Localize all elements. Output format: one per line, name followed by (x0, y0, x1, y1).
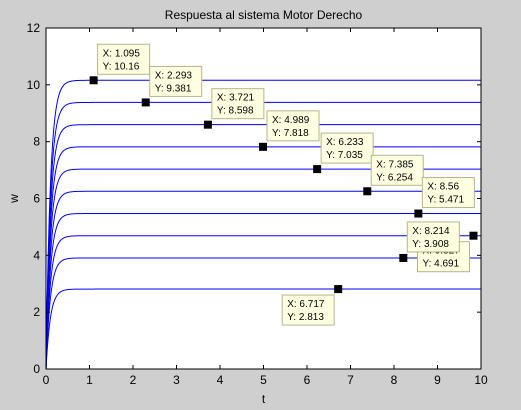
datatip[interactable]: X: 2.293 Y: 9.381 (141, 65, 203, 107)
series-line-7 (45, 213, 481, 370)
y-tick-label: 6 (33, 192, 40, 206)
datatip-marker[interactable] (203, 120, 212, 129)
y-axis-label: w (7, 194, 21, 204)
datatip-marker[interactable] (334, 285, 343, 294)
datatip-x-label: X: 8.214 (412, 226, 450, 237)
datatip-y-label: Y: 8.598 (217, 106, 254, 117)
datatip-box (211, 88, 265, 120)
datatip-y-label: Y: 7.818 (272, 128, 309, 139)
x-tick-label: 9 (434, 373, 441, 387)
datatip[interactable]: X: 7.385 Y: 6.254 (363, 154, 424, 196)
x-tick-label: 3 (173, 373, 180, 387)
datatip-x-label: X: 1.095 (103, 48, 141, 59)
datatip[interactable]: X: 8.214 Y: 3.908 (399, 221, 460, 262)
series-line-3 (45, 124, 481, 370)
y-tick-label: 10 (27, 78, 41, 92)
x-tick-label: 0 (43, 373, 50, 387)
datatip-x-label: X: 3.721 (217, 93, 255, 104)
chart-title: Respuesta al sistema Motor Derecho (165, 8, 363, 22)
datatip-marker[interactable] (259, 142, 268, 151)
y-tick-label: 4 (33, 248, 40, 262)
datatip[interactable]: X: 8.56 Y: 5.471 (414, 177, 475, 218)
axes-area[interactable] (46, 28, 481, 369)
datatip-marker[interactable] (363, 187, 372, 196)
datatip-marker[interactable] (141, 98, 150, 107)
datatip-box (266, 110, 320, 142)
datatip-marker[interactable] (414, 209, 423, 218)
datatip-box (97, 43, 151, 75)
series-line-6 (45, 190, 481, 370)
datatip-box (281, 294, 335, 326)
series-line-9 (45, 257, 481, 370)
y-tick-label: 12 (27, 21, 41, 35)
datatip-x-label: X: 4.989 (272, 115, 310, 126)
datatip[interactable]: X: 3.721 Y: 8.598 (203, 88, 265, 129)
datatip-x-label: X: 6.233 (326, 137, 364, 148)
datatip-marker[interactable] (89, 76, 98, 85)
datatip[interactable]: X: 4.989 Y: 7.818 (259, 110, 320, 151)
datatip-y-label: Y: 6.254 (376, 172, 413, 183)
datatip-box (406, 221, 460, 253)
y-tick-label: 8 (33, 135, 40, 149)
series-line-1 (45, 79, 481, 370)
series-line-10 (45, 288, 481, 370)
datatip-x-label: X: 8.56 (427, 182, 459, 193)
datatip-y-label: Y: 2.813 (287, 312, 324, 323)
datatip-y-label: Y: 10.16 (103, 61, 140, 72)
datatip-box (421, 177, 475, 209)
x-tick-label: 7 (347, 373, 354, 387)
y-tick-label: 2 (33, 305, 40, 319)
datatip-y-label: Y: 3.908 (412, 239, 449, 250)
datatip-box (149, 65, 203, 97)
datatip[interactable]: X: 1.095 Y: 10.16 (89, 43, 151, 85)
datatip-marker[interactable] (469, 231, 478, 240)
datatip-x-label: X: 6.717 (287, 299, 325, 310)
datatip-box (370, 154, 424, 186)
x-tick-label: 1 (86, 373, 93, 387)
datatips-layer: X: 1.095 Y: 10.16 X: 2.293 Y: 9.381 X: 3.721… (89, 43, 478, 326)
datatip-marker[interactable] (399, 253, 408, 262)
x-tick-label: 8 (391, 373, 398, 387)
datatip[interactable]: X: 6.717 Y: 2.813 (281, 285, 343, 326)
x-tick-label: 6 (304, 373, 311, 387)
datatip-x-label: X: 2.293 (155, 70, 193, 81)
datatip-y-label: Y: 4.691 (422, 259, 459, 270)
datatip-y-label: Y: 5.471 (427, 195, 464, 206)
x-tick-label: 5 (260, 373, 267, 387)
datatip[interactable]: X: 6.233 Y: 7.035 (313, 132, 374, 174)
datatip-y-label: Y: 9.381 (155, 83, 192, 94)
x-tick-label: 10 (474, 373, 488, 387)
x-tick-label: 2 (130, 373, 137, 387)
datatip-y-label: Y: 7.035 (326, 150, 363, 161)
datatip-marker[interactable] (313, 165, 322, 174)
datatip-box (320, 132, 374, 164)
datatip-x-label: X: 7.385 (376, 159, 414, 170)
x-axis-label: t (262, 392, 266, 406)
y-tick-label: 0 (33, 362, 40, 376)
x-tick-label: 4 (217, 373, 224, 387)
